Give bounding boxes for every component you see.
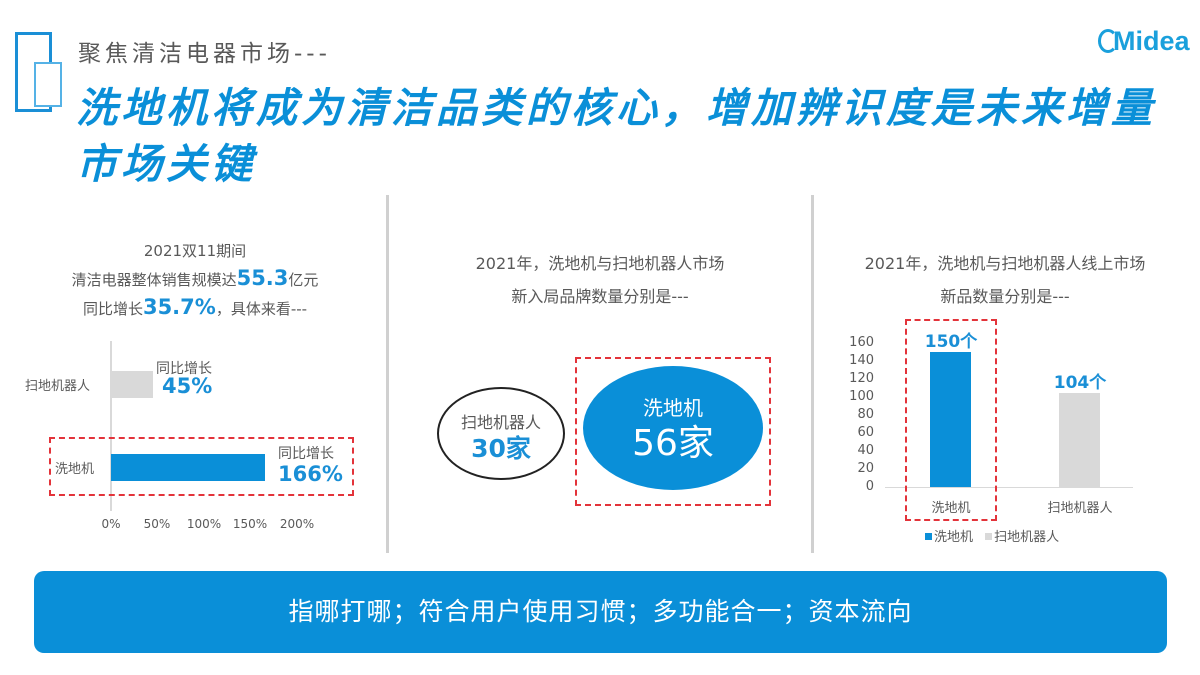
vbar-robot <box>1059 393 1100 487</box>
chart-legend: 洗地机 扫地机器人 <box>925 526 1059 545</box>
hbar-note-value: 45% <box>162 374 213 398</box>
robot-brand-count-bubble: 扫地机器人 30家 <box>437 387 565 480</box>
x-tick: 0% <box>101 517 121 531</box>
hbar-floorwasher <box>111 454 266 481</box>
bubble-value: 56家 <box>632 423 714 464</box>
x-tick: 200% <box>279 517 315 531</box>
x-tick: 150% <box>232 517 268 531</box>
vbar-data-label: 150个 <box>924 332 978 352</box>
sales-value: 55.3 <box>236 266 289 290</box>
y-tick: 120 <box>849 371 874 386</box>
heading-line-1: 2021年，洗地机与扫地机器人市场 <box>475 254 725 273</box>
growth-value: 35.7% <box>142 295 216 319</box>
middle-panel-heading: 2021年，洗地机与扫地机器人市场 新入局品牌数量分别是--- <box>395 247 805 313</box>
legend-swatch-icon <box>985 533 993 540</box>
hbar-category-label: 洗地机 <box>55 462 95 477</box>
vbar-data-label: 104个 <box>1053 373 1107 394</box>
logo-ring-icon <box>1098 29 1118 53</box>
logo-text: M <box>1113 26 1136 56</box>
highlight-box-vbar <box>905 319 997 521</box>
heading-line-2: 新品数量分别是--- <box>940 287 1070 306</box>
bubble-value: 30家 <box>471 434 531 463</box>
header-deco-inner-icon <box>34 62 62 107</box>
hbar-note-label: 同比增长 <box>156 361 212 377</box>
hbar-note-value: 166% <box>278 462 343 486</box>
key-points-banner: 指哪打哪；符合用户使用习惯；多功能合一；资本流向 <box>34 571 1167 653</box>
vbar-baseline <box>885 487 1133 488</box>
y-tick: 60 <box>857 425 874 440</box>
y-tick: 40 <box>857 443 874 458</box>
x-tick: 50% <box>143 517 171 531</box>
left-panel-summary: 2021双11期间 清洁电器整体销售规模达55.3亿元 同比增长35.7%，具体… <box>40 238 350 323</box>
y-tick: 160 <box>849 335 874 350</box>
hbar-robot <box>111 371 153 398</box>
divider-left <box>386 195 389 553</box>
hbar-category-label: 扫地机器人 <box>25 379 91 394</box>
summary-line-3: 同比增长35.7%，具体来看--- <box>82 295 308 319</box>
legend-swatch-icon <box>925 533 932 540</box>
vbar-floorwasher <box>930 352 971 487</box>
y-tick: 80 <box>857 407 874 422</box>
hbar-note-label: 同比增长 <box>278 446 334 462</box>
right-panel-heading: 2021年，洗地机与扫地机器人线上市场 新品数量分别是--- <box>815 247 1195 313</box>
y-tick: 140 <box>849 353 874 368</box>
section-subtitle: 聚焦清洁电器市场--- <box>78 41 331 67</box>
y-tick: 20 <box>857 461 874 476</box>
bubble-label: 洗地机 <box>643 396 703 420</box>
highlight-box-hbar <box>49 437 354 496</box>
highlight-box-bubble <box>575 357 771 506</box>
x-category: 洗地机 <box>931 501 971 516</box>
x-tick: 100% <box>186 517 222 531</box>
legend-label: 洗地机 <box>934 530 974 545</box>
hbar-axis <box>110 341 112 511</box>
heading-line-2: 新入局品牌数量分别是--- <box>511 287 689 306</box>
heading-line-1: 2021年，洗地机与扫地机器人线上市场 <box>864 254 1146 273</box>
page-title: 洗地机将成为清洁品类的核心，增加辨识度是未来增量市场关键 <box>76 84 1156 188</box>
y-tick: 0 <box>865 479 874 494</box>
floorwasher-brand-count-bubble: 洗地机 56家 <box>583 366 763 490</box>
midea-logo: Midea <box>1098 26 1190 57</box>
logo-text-rest: idea <box>1135 26 1190 56</box>
bubble-label: 扫地机器人 <box>460 413 541 432</box>
x-category: 扫地机器人 <box>1047 501 1113 516</box>
summary-line-1: 2021双11期间 <box>143 242 247 260</box>
divider-right <box>811 195 814 553</box>
y-tick: 100 <box>849 389 874 404</box>
legend-label: 扫地机器人 <box>994 530 1060 545</box>
summary-line-2: 清洁电器整体销售规模达55.3亿元 <box>71 266 319 290</box>
